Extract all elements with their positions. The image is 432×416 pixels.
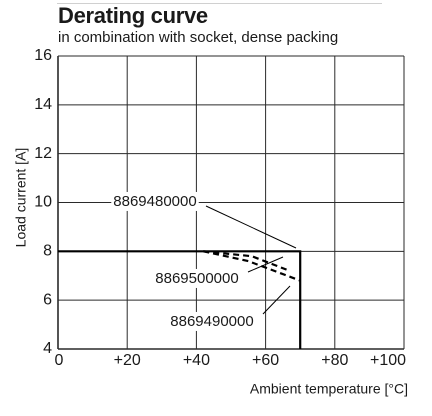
annotation-label: 8869490000: [170, 313, 253, 330]
x-tick-label: 0: [55, 352, 64, 369]
x-tick-label: +20: [114, 352, 141, 369]
y-tick-label: 12: [34, 145, 52, 162]
chart-subtitle: in combination with socket, dense packin…: [58, 29, 339, 46]
annotation-label-bg: [111, 191, 199, 211]
series-layer: [58, 250, 302, 349]
annotation-label: 8869480000: [113, 193, 196, 210]
x-tick-label: +100: [370, 352, 406, 369]
y-tick-label: 4: [43, 340, 52, 357]
x-tick-label: +40: [183, 352, 210, 369]
annotation-label-bg: [168, 311, 256, 331]
y-tick-label: 16: [34, 47, 52, 64]
annotation-label-bg: [153, 268, 241, 288]
annotation-label: 8869500000: [155, 270, 238, 287]
series-line-8869490000: [203, 250, 301, 282]
header-rule: [57, 3, 382, 4]
y-tick-label: 10: [34, 194, 52, 211]
series-line-8869500000: [203, 250, 291, 272]
y-axis-label: Load current [A]: [13, 148, 29, 248]
annotation-leader: [205, 205, 297, 249]
annotation-layer: 8869480000 8869500000 8869490000: [111, 191, 297, 331]
tick-label-layer: 4 6 8 10 12 14 16 0 +20 +40 +60 +80 +100: [34, 47, 406, 369]
y-tick-label: 14: [34, 96, 52, 113]
y-tick-label: 8: [43, 243, 52, 260]
annotation-leader: [262, 285, 291, 315]
chart-title: Derating curve: [58, 3, 208, 28]
y-tick-label: 6: [43, 291, 52, 308]
grid-layer: [57, 55, 405, 350]
x-tick-label: +80: [321, 352, 348, 369]
annotation-leader: [247, 256, 284, 273]
x-tick-label: +60: [252, 352, 279, 369]
x-axis-label: Ambient temperature [°C]: [250, 381, 408, 397]
series-line-8869480000: [58, 250, 302, 349]
